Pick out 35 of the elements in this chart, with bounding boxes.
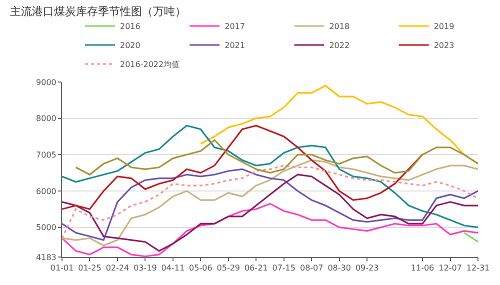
x-tick-label: 01-25	[78, 264, 102, 273]
x-tick-label: 09-23	[355, 264, 379, 273]
legend-label: 2022	[329, 41, 350, 50]
legend-label: 2016-2022均值	[120, 60, 180, 70]
x-tick-label: 11-06	[410, 264, 434, 273]
x-tick-label: 01-01	[50, 264, 74, 273]
y-tick-label: 5000	[36, 223, 56, 232]
y-tick-label: 8000	[36, 114, 56, 124]
y-tick-label: 6000	[36, 186, 56, 196]
x-tick-label: 07-15	[272, 264, 296, 273]
y-tick-label: 4183	[36, 252, 56, 262]
y-tick-label: 9000	[36, 78, 56, 87]
legend-label: 2019	[434, 22, 454, 32]
x-tick-label: 02-24	[106, 264, 130, 273]
x-tick-label: 12-07	[438, 264, 462, 273]
legend-label: 2021	[224, 41, 245, 50]
line-series	[75, 139, 478, 176]
y-tick-label: 7005	[36, 150, 56, 160]
legend-label: 2020	[120, 41, 140, 50]
x-tick-label: 03-19	[134, 264, 157, 273]
x-tick-label: 08-30	[328, 264, 351, 273]
legend-label: 2017	[224, 22, 245, 32]
legend-label: 2018	[329, 22, 350, 32]
line-series	[62, 174, 478, 252]
line-series	[62, 124, 424, 210]
legend-label: 2016	[120, 22, 140, 32]
x-tick-label: 06-21	[244, 264, 268, 273]
chart-title: 主流港口煤炭库存季节性图（万吨）	[10, 4, 186, 18]
x-tick-label: 04-11	[161, 264, 185, 273]
line-series	[62, 124, 478, 228]
x-tick-label: 08-07	[300, 264, 324, 273]
legend-label: 2023	[434, 41, 454, 50]
x-tick-label: 12-31	[466, 264, 490, 273]
x-tick-label: 05-29	[216, 264, 240, 273]
x-tick-label: 05-06	[189, 264, 212, 273]
